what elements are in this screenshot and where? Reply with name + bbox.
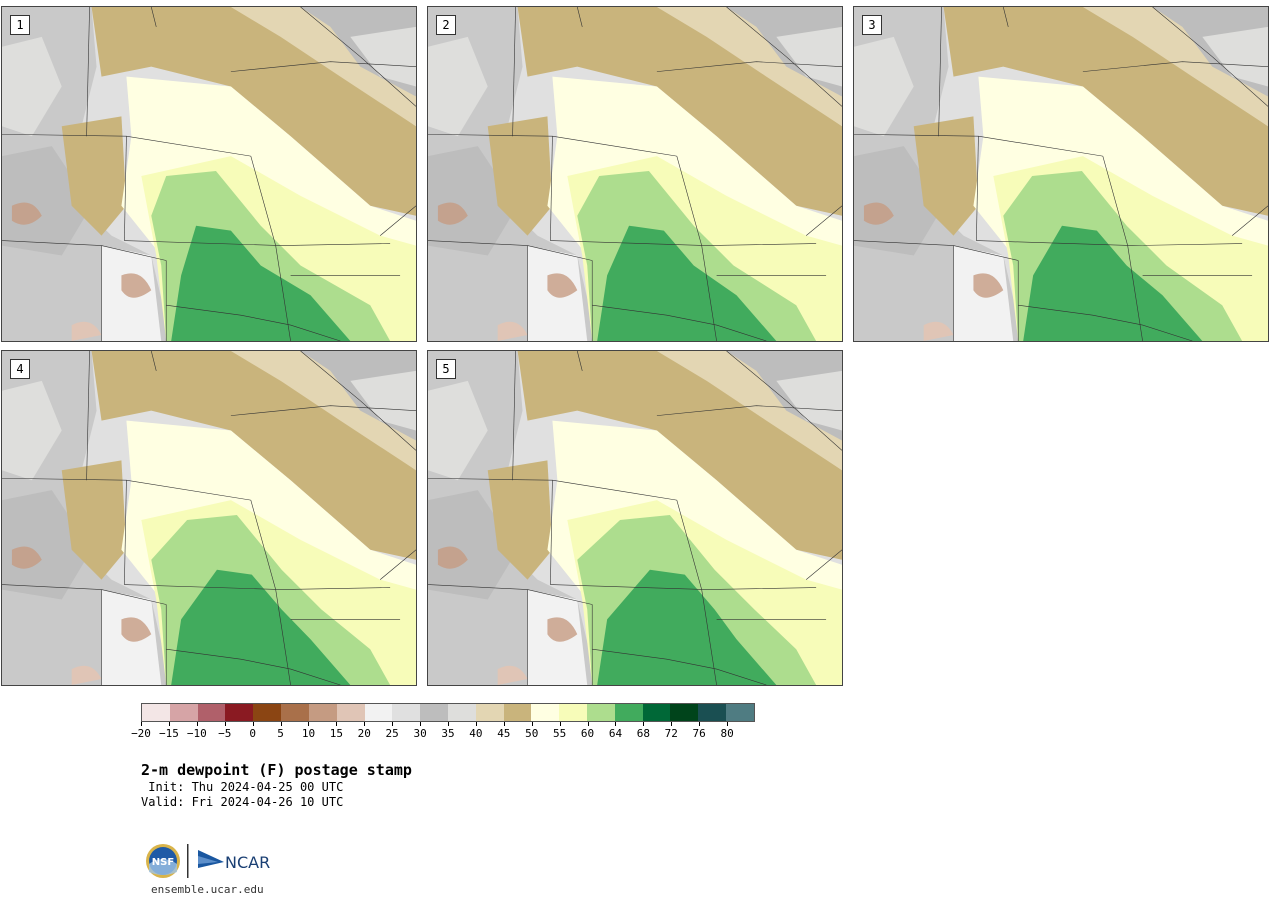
colorbar-tick-label: 55	[553, 727, 567, 740]
colorbar-tick	[475, 722, 477, 726]
nsf-logo-icon: NSF	[146, 844, 180, 878]
colorbar-tick-label: 76	[692, 727, 706, 740]
colorbar-tick-label: 64	[608, 727, 623, 740]
colorbar-segment	[559, 704, 587, 721]
colorbar-segment	[253, 704, 282, 721]
colorbar-tick-label: −10	[186, 727, 207, 740]
colorbar-segment	[614, 704, 643, 721]
colorbar-tick-label: 80	[720, 727, 734, 740]
map-panel-4: 4	[1, 350, 417, 686]
colorbar-tick-label: 10	[301, 727, 316, 740]
colorbar-tick-label: 20	[357, 727, 371, 740]
colorbar-tick-label: 72	[664, 727, 678, 740]
colorbar-tick	[615, 722, 617, 726]
colorbar-tick	[168, 722, 170, 726]
colorbar-tick-label: 68	[636, 727, 650, 740]
colorbar-tick	[280, 722, 282, 726]
panel-number: 5	[436, 359, 456, 379]
colorbar-tick	[559, 722, 561, 726]
colorbar-tick-label: 30	[413, 727, 427, 740]
panel-number: 2	[436, 15, 456, 35]
colorbar-segment	[197, 704, 226, 721]
logos: NSF NCAR	[144, 842, 284, 882]
colorbar-segment	[169, 704, 198, 721]
colorbar-tick-label: 15	[329, 727, 343, 740]
colorbar-tick	[364, 722, 366, 726]
colorbar-tick	[643, 722, 645, 726]
colorbar-segment	[392, 704, 421, 721]
map-panel-3: 3	[853, 6, 1269, 342]
colorbar-segment	[447, 704, 476, 721]
colorbar-tick	[308, 722, 310, 726]
colorbar-tick	[336, 722, 338, 726]
colorbar-tick-label: −5	[218, 727, 232, 740]
map-panel-1: 1	[1, 6, 417, 342]
site-url: ensemble.ucar.edu	[151, 883, 264, 896]
colorbar-tick-label: 45	[497, 727, 511, 740]
ncar-logo-icon: NCAR	[198, 850, 270, 872]
colorbar-segment	[475, 704, 504, 721]
colorbar-tick	[224, 722, 226, 726]
colorbar-tick-label: 40	[469, 727, 483, 740]
colorbar-tick-label: −20	[131, 727, 151, 740]
colorbar-tick	[587, 722, 589, 726]
colorbar-segment	[281, 704, 309, 721]
colorbar-tick	[727, 722, 729, 726]
chart-title: 2-m dewpoint (F) postage stamp	[141, 761, 412, 779]
valid-time: Valid: Fri 2024-04-26 10 UTC	[141, 795, 344, 809]
colorbar-tick	[196, 722, 198, 726]
panel-number: 1	[10, 15, 30, 35]
colorbar-segment	[503, 704, 532, 721]
colorbar-segment	[142, 704, 170, 721]
colorbar-tick-label: 25	[385, 727, 399, 740]
colorbar-segment	[420, 704, 448, 721]
colorbar-tick-label: 0	[249, 727, 256, 740]
colorbar-tick	[671, 722, 673, 726]
colorbar-tick	[392, 722, 394, 726]
colorbar-segment	[670, 704, 699, 721]
colorbar-tick-label: 5	[277, 727, 284, 740]
panel-number: 3	[862, 15, 882, 35]
colorbar-tick	[448, 722, 449, 726]
colorbar-segment	[308, 704, 337, 721]
colorbar-segment	[336, 704, 365, 721]
colorbar-segment	[364, 704, 393, 721]
map-panel-2: 2	[427, 6, 843, 342]
colorbar-tick-label: −15	[158, 727, 179, 740]
colorbar-tick-label: 50	[525, 727, 539, 740]
colorbar-tick-label: 35	[441, 727, 455, 740]
colorbar-segment	[698, 704, 727, 721]
colorbar	[141, 703, 755, 722]
colorbar-tick	[420, 722, 422, 726]
colorbar-segment	[726, 704, 754, 721]
nsf-logo-text: NSF	[152, 857, 174, 868]
colorbar-segment	[531, 704, 560, 721]
title-block: 2-m dewpoint (F) postage stamp Init: Thu…	[141, 761, 412, 810]
colorbar-tick	[699, 722, 701, 726]
colorbar-tick-label: 60	[580, 727, 595, 740]
colorbar-ticks: −20 −15 −10 −5 0 5 10 15 20 25 30 35 40 45 50 55 60 64 68 7…	[131, 722, 755, 742]
colorbar-tick	[503, 722, 505, 726]
panel-number: 4	[10, 359, 30, 379]
colorbar-tick	[531, 722, 533, 726]
ncar-logo-text: NCAR	[225, 853, 270, 872]
colorbar-segment	[587, 704, 615, 721]
init-time: Init: Thu 2024-04-25 00 UTC	[141, 780, 344, 794]
colorbar-segment	[225, 704, 254, 721]
colorbar-tick	[141, 722, 142, 726]
colorbar-segment	[642, 704, 671, 721]
map-panel-5: 5	[427, 350, 843, 686]
colorbar-tick	[252, 722, 254, 726]
